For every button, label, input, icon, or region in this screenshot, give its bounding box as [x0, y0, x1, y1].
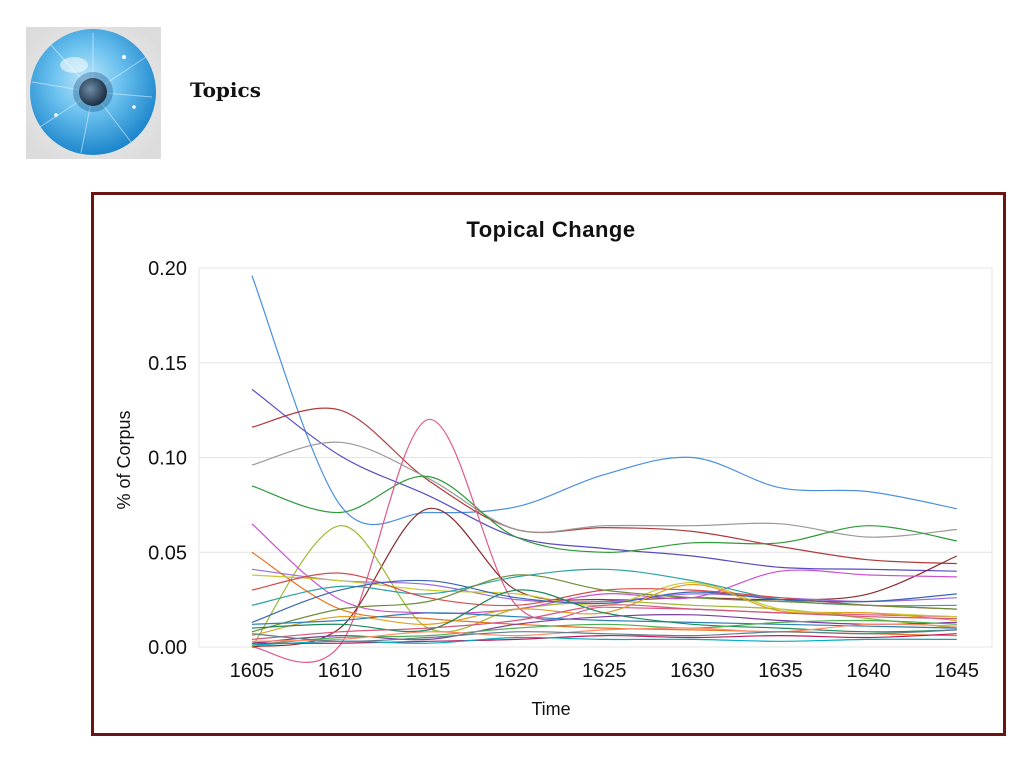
series-line-18	[251, 589, 957, 633]
series-line-23	[251, 629, 957, 642]
topical-change-chart: Topical Change 0.00 0.05 0.10 0.15 0.20 1605…	[114, 217, 993, 719]
series-line-0	[251, 275, 957, 526]
x-tick-label: 1645	[935, 660, 980, 682]
series-line-22	[251, 623, 957, 642]
series-line-12	[251, 568, 957, 607]
x-tick-label: 1610	[318, 660, 363, 682]
x-axis-label: Time	[531, 699, 570, 719]
x-tick-label: 1605	[230, 660, 275, 682]
y-tick-label: 0.15	[148, 353, 187, 375]
chart-frame: Topical Change 0.00 0.05 0.10 0.15 0.20 1605…	[91, 192, 1006, 736]
series-line-19	[251, 604, 957, 640]
x-tick-label: 1630	[670, 660, 715, 682]
x-tick-label: 1620	[494, 660, 539, 682]
x-tick-label: 1640	[846, 660, 891, 682]
x-tick-label: 1625	[582, 660, 627, 682]
series-line-10	[251, 568, 957, 603]
series-line-24	[251, 633, 957, 644]
series-line-14	[251, 579, 957, 623]
x-tick-label: 1615	[406, 660, 451, 682]
series-line-4	[251, 475, 957, 553]
series-line-5	[251, 418, 957, 663]
series-line-6	[251, 508, 958, 648]
series-line-25	[251, 636, 957, 646]
y-axis-label: % of Corpus	[114, 410, 134, 509]
y-tick-label: 0.20	[148, 258, 187, 280]
y-tick-label: 0.05	[148, 542, 187, 564]
series-line-17	[251, 612, 957, 629]
y-tick-label: 0.00	[148, 637, 187, 659]
y-tick-label: 0.10	[148, 448, 187, 470]
series-line-3	[251, 441, 957, 538]
page-title: Topics	[190, 78, 261, 102]
series-line-2	[251, 407, 957, 565]
x-tick-label: 1635	[758, 660, 803, 682]
series-line-1	[251, 388, 957, 572]
series-line-15	[251, 574, 957, 633]
chart-title: Topical Change	[466, 217, 635, 242]
eye-iris-logo-icon	[26, 27, 161, 159]
